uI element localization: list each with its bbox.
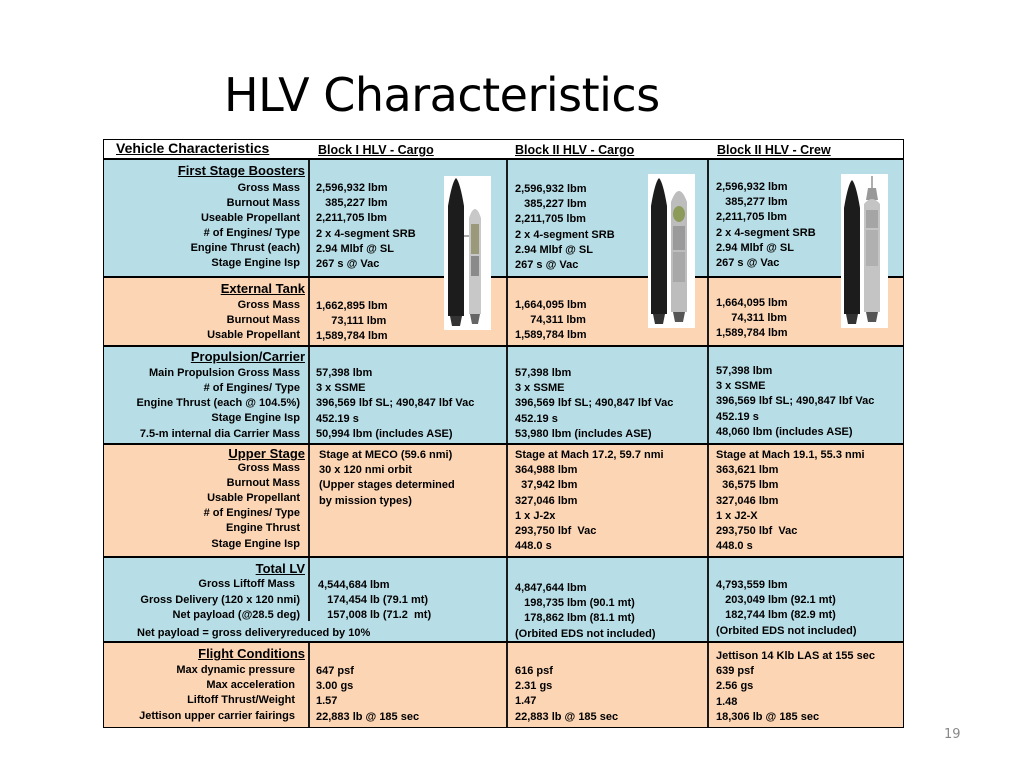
us-block-i-cargo: Stage at MECO (59.6 nmi) 30 x 120 nmi or… <box>319 449 455 507</box>
label-pc-engines-type: # of Engines/ Type <box>203 382 300 394</box>
slide-title: HLV Characteristics <box>224 68 660 122</box>
upper-stage-title: Upper Stage <box>228 446 305 461</box>
label-engines-type: # of Engines/ Type <box>203 227 300 239</box>
label-carrier-mass: 7.5-m internal dia Carrier Mass <box>139 428 300 440</box>
net-payload-note-left: Net payload = gross delivery <box>137 627 287 639</box>
propulsion-carrier-section: Propulsion/Carrier Main Propulsion Gross… <box>103 346 904 444</box>
label-us-gross-mass: Gross Mass <box>237 462 300 474</box>
upper-stage-section: Upper Stage Gross Mass Burnout Mass Usab… <box>103 444 904 557</box>
first-stage-block-ii-crew: 2,596,932 lbm 385,277 lbm 2,211,705 lbm … <box>716 181 816 270</box>
pc-block-ii-crew: 57,398 lbm 3 x SSME 396,569 lbf SL; 490,… <box>716 365 875 438</box>
label-et-usable-propellant: Usable Propellant <box>207 329 300 341</box>
et-block-ii-crew: 1,664,095 lbm 74,311 lbm 1,589,784 lbm <box>716 297 788 340</box>
total-lv-section: Total LV Gross Liftoff Mass Gross Delive… <box>103 557 904 642</box>
label-liftoff-thrust-weight: Liftoff Thrust/Weight <box>187 694 295 706</box>
label-max-dynamic-pressure: Max dynamic pressure <box>176 664 295 676</box>
table-header: Vehicle Characteristics Block I HLV - Ca… <box>103 139 904 159</box>
label-useable-propellant: Useable Propellant <box>200 212 300 224</box>
pc-block-i-cargo: 57,398 lbm 3 x SSME 396,569 lbf SL; 490,… <box>316 367 475 440</box>
tlv-block-ii-crew: 4,793,559 lbm 203,049 lbm (92.1 mt) 182,… <box>716 579 857 637</box>
label-net-payload: Net payload (@28.5 deg) <box>172 609 300 621</box>
label-us-engines-type: # of Engines/ Type <box>203 507 300 519</box>
label-max-acceleration: Max acceleration <box>206 679 295 691</box>
label-gross-delivery: Gross Delivery (120 x 120 nmi) <box>140 594 300 606</box>
fc-block-i-cargo: 647 psf 3.00 gs 1.57 22,883 lb @ 185 sec <box>316 665 420 723</box>
tlv-block-ii-cargo: 4,847,644 lbm 198,735 lbm (90.1 mt) 178,… <box>515 582 656 640</box>
external-tank-section: External Tank Gross Mass Burnout Mass Us… <box>103 277 904 346</box>
header-vehicle-characteristics: Vehicle Characteristics <box>116 140 270 156</box>
us-block-ii-cargo: Stage at Mach 17.2, 59.7 nmi 364,988 lbm… <box>515 449 664 553</box>
first-stage-section: First Stage Boosters Gross Mass Burnout … <box>103 159 904 277</box>
et-block-ii-cargo: 1,664,095 lbm 74,311 lbm 1,589,784 lbm <box>515 299 587 342</box>
fc-block-ii-cargo: 616 psf 2.31 gs 1.47 22,883 lb @ 185 sec <box>515 665 619 723</box>
flight-conditions-section: Flight Conditions Max dynamic pressure M… <box>103 642 904 728</box>
us-block-ii-crew: Stage at Mach 19.1, 55.3 nmi 363,621 lbm… <box>716 449 865 553</box>
label-pc-stage-engine-isp: Stage Engine Isp <box>211 412 300 424</box>
propulsion-carrier-title: Propulsion/Carrier <box>190 349 305 364</box>
external-tank-title: External Tank <box>220 281 305 296</box>
net-payload-note-right: reduced by 10% <box>286 627 371 639</box>
first-stage-block-ii-cargo: 2,596,932 lbm 385,227 lbm 2,211,705 lbm … <box>515 183 615 272</box>
label-us-engine-thrust: Engine Thrust <box>226 522 300 534</box>
net-payload-note: Net payload = gross deliveryreduced by 1… <box>137 627 370 639</box>
fc-block-ii-crew: Jettison 14 Klb LAS at 155 sec 639 psf 2… <box>716 650 875 723</box>
label-engine-thrust: Engine Thrust (each) <box>190 242 300 254</box>
label-us-stage-engine-isp: Stage Engine Isp <box>211 538 300 550</box>
label-stage-engine-isp: Stage Engine Isp <box>211 257 300 269</box>
first-stage-title: First Stage Boosters <box>177 163 305 178</box>
label-pc-engine-thrust: Engine Thrust (each @ 104.5%) <box>136 397 300 409</box>
tlv-block-i-cargo: 4,544,684 lbm 174,454 lb (79.1 mt) 157,0… <box>318 579 432 622</box>
label-us-usable-propellant: Usable Propellant <box>207 492 300 504</box>
label-jettison-fairings: Jettison upper carrier fairings <box>139 710 295 722</box>
label-main-propulsion-gross-mass: Main Propulsion Gross Mass <box>149 367 300 379</box>
label-burnout-mass: Burnout Mass <box>226 197 300 209</box>
label-us-burnout-mass: Burnout Mass <box>226 477 300 489</box>
block-i-hlv-cargo-rocket-image <box>444 176 491 330</box>
page-number: 19 <box>944 727 961 742</box>
label-et-burnout-mass: Burnout Mass <box>226 314 300 326</box>
header-block-i-cargo: Block I HLV - Cargo <box>318 143 434 157</box>
label-gross-liftoff-mass: Gross Liftoff Mass <box>198 578 295 590</box>
label-et-gross-mass: Gross Mass <box>237 299 300 311</box>
block-ii-hlv-crew-rocket-image <box>841 174 888 328</box>
et-block-i-cargo: 1,662,895 lbm 73,111 lbm 1,589,784 lbm <box>316 300 388 343</box>
first-stage-block-i-cargo: 2,596,932 lbm 385,227 lbm 2,211,705 lbm … <box>316 182 416 271</box>
total-lv-title: Total LV <box>255 561 305 576</box>
pc-block-ii-cargo: 57,398 lbm 3 x SSME 396,569 lbf SL; 490,… <box>515 367 674 440</box>
flight-conditions-title: Flight Conditions <box>198 646 305 661</box>
label-gross-mass: Gross Mass <box>237 182 300 194</box>
header-block-ii-crew: Block II HLV - Crew <box>717 143 831 157</box>
header-block-ii-cargo: Block II HLV - Cargo <box>515 143 635 157</box>
block-ii-hlv-cargo-rocket-image <box>648 174 695 328</box>
characteristics-table: Vehicle Characteristics Block I HLV - Ca… <box>103 139 904 728</box>
